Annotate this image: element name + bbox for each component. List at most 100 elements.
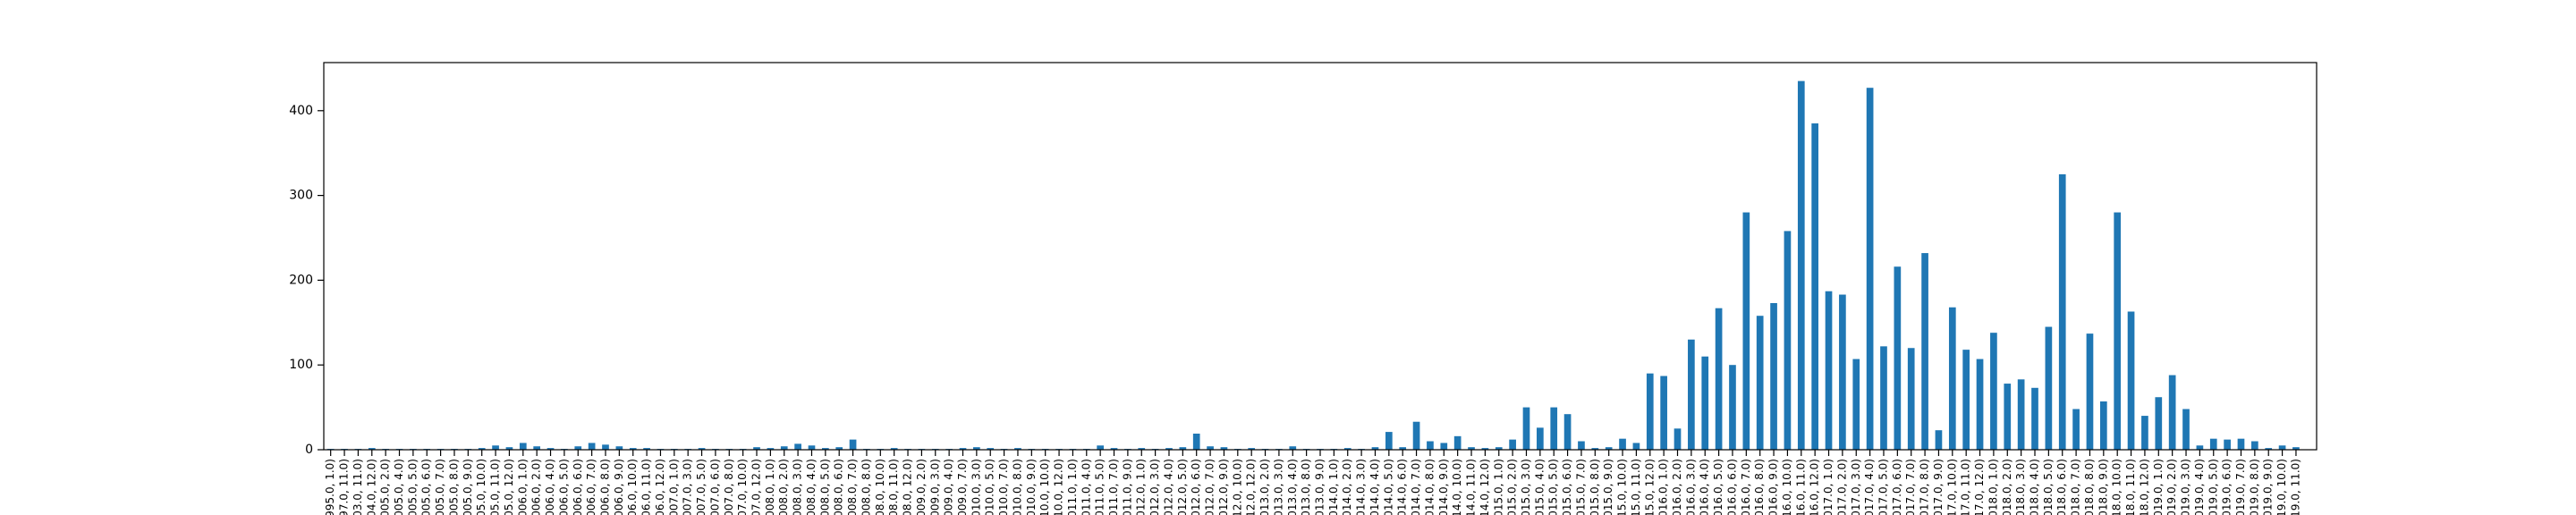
bar: [1921, 253, 1928, 450]
x-tick-label: (2012.0, 7.0): [1204, 459, 1216, 515]
x-tick-label: (2011.0, 7.0): [1107, 459, 1120, 515]
bar: [1289, 446, 1297, 450]
x-tick-label: (2019.0, 2.0): [2165, 459, 2178, 515]
bar: [1852, 359, 1860, 450]
bar: [1509, 439, 1516, 450]
x-tick-label: (2008.0, 8.0): [860, 459, 872, 515]
x-tick-label: (2012.0, 4.0): [1162, 459, 1174, 515]
x-tick-label: (2011.0, 1.0): [1066, 459, 1079, 515]
x-tick-label: (2013.0, 9.0): [1314, 459, 1326, 515]
x-tick-label: (2015.0, 11.0): [1630, 459, 1642, 515]
x-tick-label: (2016.0, 6.0): [1725, 459, 1738, 515]
x-tick-label: (2014.0, 6.0): [1396, 459, 1409, 515]
bar: [1563, 414, 1572, 450]
x-tick-label: (2015.0, 10.0): [1616, 459, 1629, 515]
bar: [2182, 409, 2190, 450]
x-tick-label: (2005.0, 7.0): [434, 459, 446, 515]
bar: [973, 447, 980, 450]
x-tick-label: (2018.0, 3.0): [2014, 459, 2027, 515]
x-tick-label: (2003.0, 11.0): [352, 459, 364, 515]
x-tick-label: (2019.0, 1.0): [2152, 459, 2165, 515]
x-tick-label: (2014.0, 8.0): [1423, 459, 1436, 515]
bar: [2224, 439, 2231, 450]
x-tick-label: (2014.0, 10.0): [1451, 459, 1463, 515]
bar: [849, 439, 857, 450]
x-tick-label: (2019.0, 8.0): [2248, 459, 2260, 515]
x-tick-label: (2016.0, 5.0): [1712, 459, 1724, 515]
x-tick-label: (2014.0, 4.0): [1368, 459, 1381, 515]
x-tick-label: (1997.0, 11.0): [338, 459, 351, 515]
x-tick-label: (2014.0, 5.0): [1382, 459, 1394, 515]
x-tick-label: (2017.0, 1.0): [1822, 459, 1835, 515]
bar: [2086, 333, 2094, 450]
x-tick-label: (1995.0, 1.0): [324, 459, 336, 515]
x-tick-label: (2015.0, 8.0): [1589, 459, 1601, 515]
x-tick-label: (2012.0, 5.0): [1176, 459, 1189, 515]
bar: [1192, 433, 1200, 450]
x-tick-label: (2015.0, 12.0): [1643, 459, 1656, 515]
x-tick-label: (2016.0, 4.0): [1699, 459, 1711, 515]
bar: [1385, 432, 1393, 450]
bar: [987, 448, 995, 450]
x-tick-label: (2019.0, 5.0): [2207, 459, 2219, 515]
bar: [959, 448, 967, 450]
bar: [1811, 123, 1818, 450]
x-tick-label: (2016.0, 7.0): [1740, 459, 1752, 515]
bar: [1894, 266, 1902, 450]
y-tick-label: 300: [289, 189, 313, 203]
bar: [1165, 448, 1173, 450]
bar: [767, 448, 775, 450]
x-tick-label: (2018.0, 10.0): [2111, 459, 2123, 515]
bar: [1948, 307, 1956, 450]
x-tick-label: (2006.0, 12.0): [654, 459, 666, 515]
bar: [1962, 350, 1970, 450]
x-tick-label: (2015.0, 4.0): [1533, 459, 1546, 515]
x-tick-label: (2014.0, 7.0): [1410, 459, 1422, 515]
x-tick-label: (2013.0, 3.0): [1272, 459, 1284, 515]
x-tick-label: (2018.0, 4.0): [2029, 459, 2041, 515]
x-tick-label: (2008.0, 2.0): [777, 459, 790, 515]
x-tick-label: (2010.0, 9.0): [1025, 459, 1038, 515]
bar: [2017, 379, 2025, 450]
x-tick-label: (2005.0, 12.0): [503, 459, 515, 515]
bar: [1880, 346, 1887, 450]
x-tick-label: (2007.0, 1.0): [667, 459, 680, 515]
bar: [1632, 443, 1640, 450]
bar: [1907, 348, 1915, 450]
x-tick-label: (2005.0, 8.0): [447, 459, 460, 515]
bar: [519, 443, 527, 450]
bar: [643, 448, 650, 450]
bar: [1990, 333, 1997, 450]
bar: [1578, 441, 1585, 450]
x-tick-label: (2012.0, 10.0): [1231, 459, 1243, 515]
x-tick-label: (2014.0, 12.0): [1479, 459, 1491, 515]
x-tick-label: (2016.0, 8.0): [1753, 459, 1766, 515]
x-tick-label: (2011.0, 5.0): [1094, 459, 1106, 515]
x-tick-label: (2018.0, 2.0): [2001, 459, 2013, 515]
bar: [1207, 446, 1214, 450]
x-tick-label: (2009.0, 4.0): [943, 459, 955, 515]
x-tick-label: (2008.0, 5.0): [818, 459, 831, 515]
bar: [1138, 448, 1146, 450]
x-tick-label: (2015.0, 3.0): [1520, 459, 1532, 515]
bar: [1110, 448, 1118, 450]
x-tick-label: (2015.0, 2.0): [1506, 459, 1519, 515]
x-tick-label: (2006.0, 10.0): [626, 459, 639, 515]
bar: [780, 446, 788, 450]
bar: [1412, 421, 1420, 450]
y-tick-label: 0: [305, 443, 313, 457]
bar: [588, 443, 596, 450]
bar: [2237, 438, 2245, 450]
bar: [574, 446, 582, 450]
plot-frame: [323, 62, 2318, 451]
bar: [1440, 443, 1448, 450]
x-tick-label: (2017.0, 7.0): [1904, 459, 1917, 515]
x-tick-label: (2005.0, 6.0): [420, 459, 433, 515]
bar: [2141, 416, 2148, 450]
x-tick-label: (2016.0, 1.0): [1657, 459, 1670, 515]
x-tick-label: (2008.0, 1.0): [764, 459, 776, 515]
bar: [1343, 448, 1352, 450]
x-tick-label: (2007.0, 3.0): [682, 459, 694, 515]
x-tick-label: (2018.0, 8.0): [2083, 459, 2096, 515]
